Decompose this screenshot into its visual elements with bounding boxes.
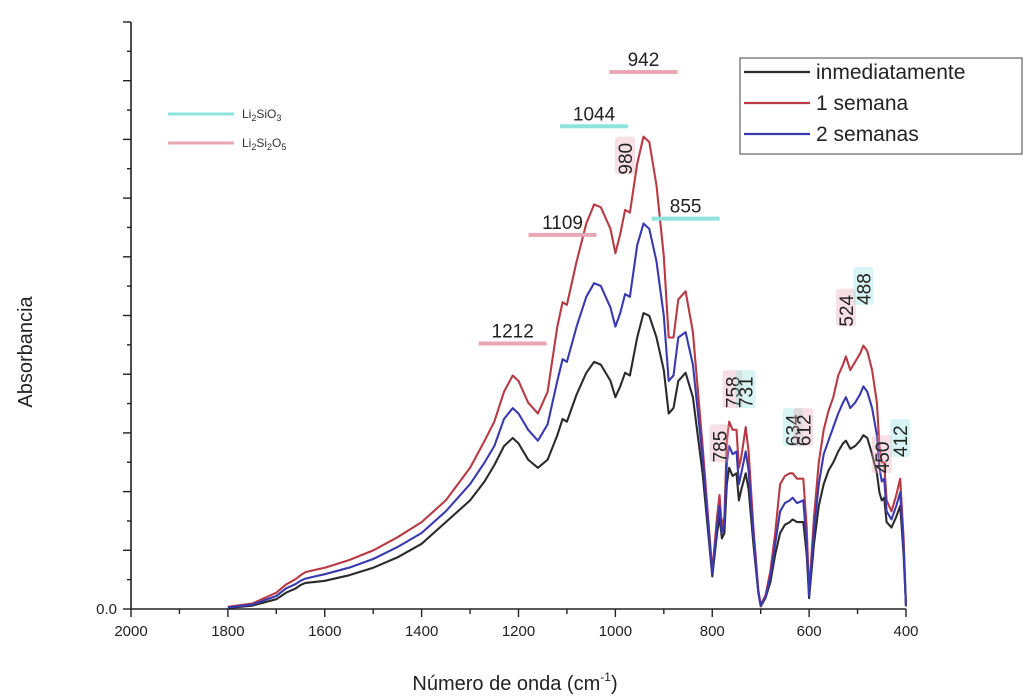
phase-legend: Li2SiO3 Li2Si2O5 [168, 107, 286, 152]
peak-label: 758 [724, 376, 745, 408]
x-tick-label: 600 [797, 623, 822, 640]
x-tick-label: 800 [700, 623, 725, 640]
peak-label: 731 [737, 376, 758, 408]
x-tick-label: 1000 [599, 623, 632, 640]
y-axis-title: Absorbancia [15, 296, 37, 408]
peak-label: 1044 [573, 104, 616, 125]
peak-highlight [853, 266, 874, 305]
peak-label: 855 [670, 197, 702, 218]
phase-legend-label: Li2SiO3 [242, 107, 281, 123]
peak-label: 785 [711, 431, 732, 463]
x-tick-label: 1200 [502, 623, 535, 640]
peak-label: 450 [873, 442, 894, 474]
peak-label: 412 [891, 425, 912, 457]
legend-label: 2 semanas [816, 123, 919, 146]
x-axis-title-sup: -1 [600, 670, 611, 684]
peak-label: 942 [628, 50, 660, 71]
peak-highlight [871, 435, 892, 474]
peak-highlight [793, 408, 814, 447]
series-line-inmediatamente [227, 312, 908, 609]
peak-highlight [835, 288, 856, 327]
peak-label: 980 [616, 143, 637, 175]
series-line-1-semana [227, 135, 908, 608]
x-tick-label: 1400 [405, 623, 438, 640]
series-line-2-semanas [227, 222, 908, 609]
legend: inmediatamente 1 semana 2 semanas [739, 57, 1023, 155]
phase-legend-label: Li2Si2O5 [242, 136, 286, 152]
peak-label: 634 [784, 414, 805, 446]
x-tick-label: 2000 [114, 623, 147, 640]
peak-highlight [722, 370, 743, 409]
peak-highlight [890, 418, 911, 457]
peak-labels: 1212110910449809428557857587316346125244… [478, 50, 912, 474]
peak-label: 1212 [492, 322, 534, 343]
x-tick-label: 1800 [211, 623, 244, 640]
legend-box [739, 57, 1023, 155]
x-tick-label: 400 [893, 623, 918, 640]
x-tick-label: 1600 [308, 623, 341, 640]
peak-label: 612 [794, 414, 815, 446]
legend-label: inmediatamente [816, 61, 965, 84]
x-axis-title-close: ) [611, 673, 618, 695]
x-axis-title: Número de onda (cm-1) [412, 670, 617, 695]
peak-highlight [615, 136, 636, 175]
peak-label: 524 [837, 294, 858, 326]
peak-label: 1109 [542, 213, 583, 234]
plot-area [227, 135, 908, 609]
peak-highlight [782, 408, 803, 447]
legend-label: 1 semana [816, 92, 909, 115]
y-tick-label: 0.0 [96, 601, 117, 618]
peak-highlight [709, 424, 730, 463]
axes: 0.0 2000 1800 1600 1400 1200 1000 800 600 400 [96, 21, 919, 640]
peak-highlight [735, 370, 756, 409]
x-axis-title-main: Número de onda (cm [412, 673, 600, 695]
peak-label: 488 [854, 273, 875, 305]
